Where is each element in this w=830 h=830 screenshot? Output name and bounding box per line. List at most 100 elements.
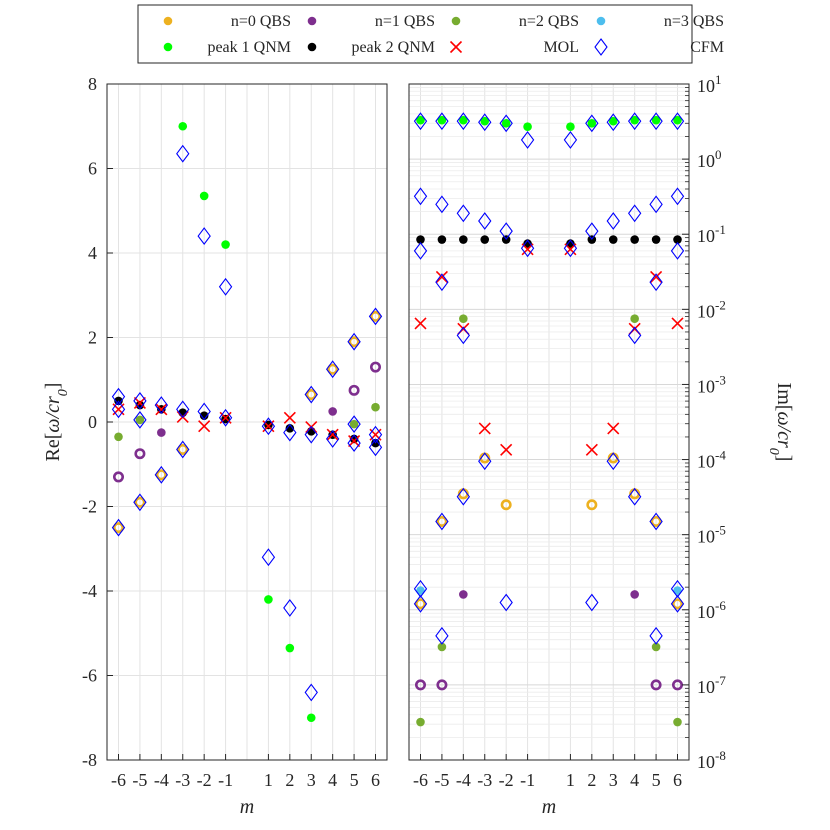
x-tick-label: 6 [673, 770, 682, 790]
point-n2 [630, 314, 639, 324]
point-n0-ring [113, 522, 125, 534]
point-p1 [221, 240, 230, 249]
point-p1 [480, 116, 490, 126]
point-p2 [264, 420, 273, 430]
point-p1 [566, 122, 575, 132]
point-cfm [649, 626, 663, 645]
legend-marker-cfm [594, 38, 608, 56]
point-cfm [347, 415, 361, 434]
point-mol-stroke-b [500, 443, 513, 456]
point-n0-ring [436, 515, 448, 527]
x-tick-label: 6 [371, 770, 380, 790]
point-mol [198, 420, 211, 433]
point-cfm [154, 465, 169, 484]
point-p1 [199, 191, 209, 201]
point-cfm [304, 683, 318, 702]
point-mol [155, 403, 168, 416]
point-cfm [627, 326, 642, 345]
point-p1 [285, 643, 295, 653]
point-cfm [435, 112, 449, 131]
point-mol-stroke-b [414, 317, 427, 330]
point-n3 [673, 586, 682, 595]
legend-label-n2: n=2 QBS [519, 13, 579, 30]
y-tick-base: 10 [697, 452, 715, 472]
point-n0-ring [586, 499, 598, 511]
point-mol [283, 411, 296, 424]
y-tick-label: 4 [88, 243, 97, 263]
x-tick-label: -4 [456, 770, 471, 790]
point-cfm [413, 112, 428, 131]
point-cfm [649, 195, 663, 214]
point-cfm [325, 360, 340, 379]
point-mol-stroke-b [155, 403, 168, 416]
legend-label-n0: n=0 QBS [231, 13, 291, 30]
point-n0-ring [134, 496, 146, 508]
y-tick-label: 10-3 [697, 372, 726, 396]
x-tick-label: -2 [197, 770, 212, 790]
point-mol [607, 422, 620, 435]
point-cfm [111, 518, 126, 537]
legend-label-p1: peak 1 QNM [207, 39, 291, 56]
right-frame [408, 83, 690, 761]
point-cfm [456, 326, 471, 345]
y-tick-label: 100 [697, 147, 722, 171]
point-cfm [456, 487, 471, 506]
point-cfm [261, 417, 276, 436]
point-p2 [416, 235, 425, 244]
y-tick-label: 101 [697, 72, 722, 96]
point-cfm [670, 112, 685, 131]
y-tick-exp: -1 [715, 222, 726, 237]
x-tick-label: 4 [328, 770, 337, 790]
point-n0-ring [177, 443, 189, 455]
point-mol-stroke-b [326, 428, 339, 441]
y-tick-label: 10-4 [697, 448, 726, 472]
point-cfm [197, 402, 211, 421]
point-cfm [283, 423, 297, 442]
point-cfm [133, 391, 147, 410]
point-cfm [499, 114, 513, 133]
point-cfm [627, 112, 642, 131]
point-cfm [499, 593, 513, 612]
point-n0-ring [369, 310, 381, 322]
point-cfm [413, 241, 428, 260]
point-cfm [627, 487, 642, 506]
point-cfm [347, 332, 361, 351]
point-cfm [520, 131, 535, 149]
point-n0-ring [305, 389, 317, 401]
point-p1 [608, 116, 618, 126]
point-mol-stroke-b [198, 420, 211, 433]
point-mol [585, 443, 598, 456]
y-tick-label: 8 [88, 74, 97, 94]
y-tick-label: 10-8 [697, 748, 726, 772]
point-n0-ring [327, 363, 339, 375]
point-cfm [563, 239, 578, 258]
point-mol [650, 270, 663, 283]
point-n1-ring [671, 679, 683, 691]
point-mol [348, 434, 361, 448]
point-n0-ring [500, 499, 512, 511]
y-tick-exp: -3 [715, 372, 726, 387]
point-cfm [670, 187, 685, 206]
legend-label-n1: n=1 QBS [375, 13, 435, 30]
point-cfm [435, 512, 449, 531]
point-mol-stroke-b [671, 317, 684, 330]
point-mol [671, 317, 684, 330]
point-n1-ring [650, 679, 662, 691]
point-p1 [306, 713, 316, 723]
point-cfm [368, 438, 383, 457]
point-p1 [673, 115, 682, 125]
point-n1 [328, 407, 337, 416]
x-tick-label: 2 [587, 770, 596, 790]
point-cfm [325, 429, 340, 448]
point-p2 [480, 235, 490, 244]
point-mol-stroke-b [435, 270, 448, 283]
point-p1 [630, 115, 639, 125]
point-p1 [587, 118, 597, 128]
y-tick-base: 10 [697, 151, 715, 171]
point-mol [133, 396, 146, 410]
x-tick-label: -6 [111, 770, 126, 790]
point-cfm [176, 400, 190, 419]
point-cfm [606, 212, 620, 230]
left-ylabel: Re[ω/cr0] [42, 383, 71, 462]
